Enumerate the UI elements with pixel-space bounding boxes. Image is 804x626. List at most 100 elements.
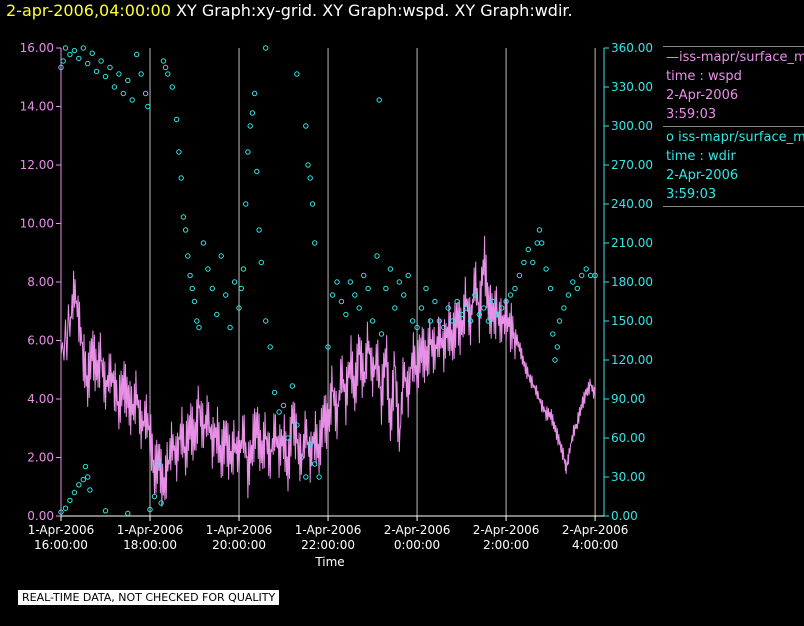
wdir-point	[561, 305, 567, 311]
wdir-point	[93, 68, 100, 75]
wdir-point	[356, 305, 362, 311]
wdir-series	[58, 45, 598, 517]
wdir-point	[160, 58, 167, 64]
wdir-point	[185, 253, 191, 259]
wdir-point	[507, 292, 514, 298]
wdir-point	[238, 285, 245, 292]
wdir-point	[107, 64, 113, 71]
wdir-point	[156, 461, 162, 467]
wdir-point	[187, 272, 193, 279]
wdir-point	[307, 441, 313, 448]
right-tick-label: 210.00	[611, 236, 653, 250]
wdir-point	[458, 311, 465, 318]
wdir-point	[516, 272, 523, 279]
wdir-point	[263, 318, 269, 324]
wdir-point	[554, 344, 560, 350]
wdir-point	[463, 305, 469, 311]
right-tick-label: 60.00	[611, 431, 645, 445]
wdir-point	[62, 505, 69, 511]
wdir-point	[243, 201, 249, 207]
wdir-point	[158, 500, 164, 506]
wdir-point	[556, 318, 563, 324]
wspd-series	[60, 235, 596, 507]
wdir-point	[58, 509, 64, 515]
wdir-point	[525, 246, 531, 253]
wdir-point	[129, 97, 135, 103]
wdir-point	[71, 47, 78, 54]
right-tick-label: 90.00	[611, 392, 645, 406]
x-axis-label: Time	[314, 555, 344, 569]
wdir-point	[334, 279, 340, 285]
left-tick-label: 0.00	[27, 509, 54, 523]
wdir-point	[214, 311, 220, 318]
wdir-point	[249, 110, 256, 116]
x-tick-time: 18:00:00	[123, 538, 177, 552]
right-tick-label: 360.00	[611, 41, 653, 55]
wdir-point	[138, 71, 144, 77]
wdir-point	[125, 77, 131, 84]
wdir-point	[98, 58, 104, 64]
right-tick-label: 270.00	[611, 158, 653, 172]
x-tick-date: 2-Apr-2006	[473, 523, 540, 537]
wdir-point	[142, 90, 149, 97]
wdir-point	[476, 311, 483, 318]
wdir-point	[534, 240, 540, 246]
wdir-point	[369, 318, 376, 324]
wdir-point	[245, 149, 251, 155]
right-axis-wdir: 0.00 30.00 60.00 90.00 120.00 150.00 180.00 210…	[603, 41, 653, 523]
wdir-point	[251, 90, 258, 97]
right-tick-label: 240.00	[611, 197, 653, 211]
wdir-point	[258, 259, 264, 266]
right-tick-label: 0.00	[611, 509, 638, 523]
x-tick-time: 20:00:00	[212, 538, 266, 552]
wdir-point	[347, 279, 353, 285]
wdir-point	[361, 272, 367, 279]
left-tick-label: 2.00	[27, 451, 54, 465]
wdir-point	[303, 474, 309, 480]
wdir-point	[312, 240, 318, 246]
wdir-point	[423, 285, 429, 292]
legend-series-var: time : wdir	[666, 149, 736, 164]
wdir-point	[247, 123, 253, 129]
wdir-point	[481, 305, 487, 311]
wdir-point	[227, 324, 233, 331]
wdir-point	[343, 311, 349, 318]
wdir-point	[276, 409, 282, 415]
wdir-point	[67, 497, 73, 504]
wdir-point	[191, 298, 198, 305]
wdir-point	[58, 64, 64, 71]
wdir-point	[85, 60, 91, 67]
legend-item-wspd: —iss-mapr/surface_m time : wspd 2-Apr-20…	[663, 46, 804, 126]
legend-series-date: 2-Apr-2006	[666, 88, 739, 103]
wdir-point	[254, 168, 260, 175]
legend-line-symbol: —	[666, 50, 679, 65]
x-tick-time: 22:00:00	[301, 538, 355, 552]
wdir-point	[169, 84, 176, 90]
wdir-point	[67, 51, 73, 58]
wdir-point	[151, 493, 158, 500]
wdir-point	[125, 510, 131, 517]
right-tick-label: 180.00	[611, 275, 653, 289]
wdir-point	[436, 318, 442, 324]
wdir-point	[312, 461, 318, 467]
wdir-point	[180, 214, 187, 220]
wdir-point	[120, 90, 127, 97]
legend-series-name: iss-mapr/surface_m	[678, 130, 804, 145]
wdir-point	[485, 318, 491, 324]
right-tick-label: 150.00	[611, 314, 653, 328]
wdir-point	[76, 55, 82, 62]
wdir-point	[189, 285, 196, 292]
wdir-point	[365, 285, 371, 292]
wdir-point	[111, 84, 118, 90]
wdir-point	[80, 45, 87, 51]
wdir-point	[307, 175, 313, 181]
wdir-point	[396, 279, 402, 285]
right-tick-label: 300.00	[611, 119, 653, 133]
wdir-point	[450, 318, 456, 324]
wdir-point	[194, 318, 200, 324]
wdir-point	[432, 298, 438, 305]
left-tick-label: 10.00	[20, 217, 54, 231]
wdir-point	[174, 116, 180, 123]
x-tick-time: 4:00:00	[572, 538, 618, 552]
wdir-point	[490, 298, 496, 305]
